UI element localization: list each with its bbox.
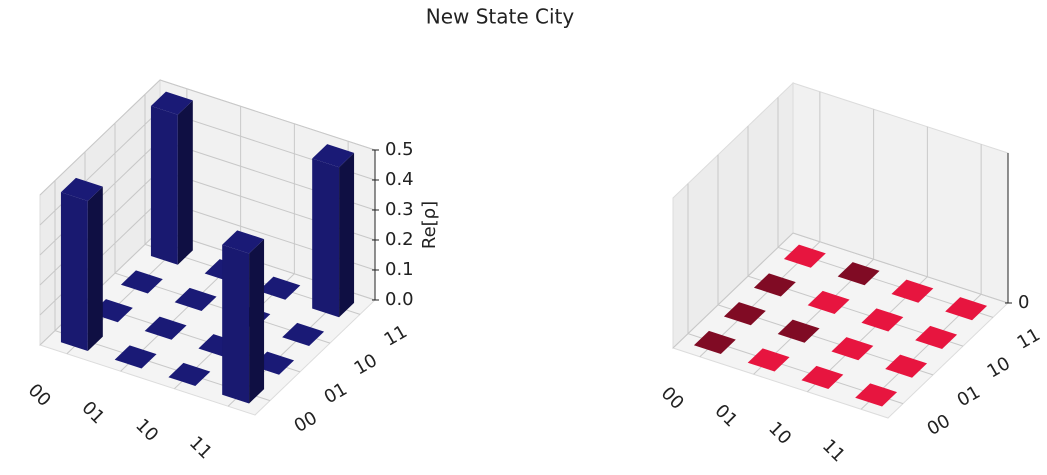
y-tick-label: 11 <box>1014 324 1044 354</box>
bar-top <box>114 345 157 369</box>
x-tick-label: 11 <box>185 432 216 463</box>
y-tick-label: 10 <box>984 353 1014 383</box>
bar-top <box>174 287 217 311</box>
bar-top <box>258 276 301 300</box>
x-tick-label: 10 <box>131 415 162 446</box>
bar-top <box>831 337 874 361</box>
bar <box>807 290 850 314</box>
y-tick-label: 01 <box>954 382 984 412</box>
bar-side <box>87 186 103 351</box>
grid-line <box>39 109 161 226</box>
bar-side <box>249 239 265 404</box>
bar <box>150 91 193 265</box>
x-tick-label: 10 <box>764 418 795 449</box>
grid-line <box>672 232 794 349</box>
bar-top <box>885 354 928 378</box>
y-tick-label: 11 <box>381 321 411 351</box>
figure-title: New State City <box>426 5 575 29</box>
z-tick-label: 0.3 <box>385 199 414 220</box>
bar-front <box>150 105 178 265</box>
z-tick-label: 0.0 <box>385 289 414 310</box>
bar-top <box>807 290 850 314</box>
bar <box>120 270 163 294</box>
bar <box>783 244 826 268</box>
x-tick-label: 01 <box>77 397 108 428</box>
bar-top <box>222 230 265 254</box>
z-tick-label: 0.1 <box>385 259 414 280</box>
bar <box>222 230 265 404</box>
y-tick-label: 10 <box>351 350 381 380</box>
bar-top <box>747 348 790 372</box>
x-tick-label: 11 <box>818 435 849 466</box>
x-tick-label: 01 <box>710 400 741 431</box>
bar-side <box>177 100 193 265</box>
bar-top <box>945 297 988 321</box>
bar <box>60 177 103 351</box>
grid-line <box>159 79 376 151</box>
bar <box>747 348 790 372</box>
bar-top <box>312 144 355 168</box>
x-tick-label: 00 <box>657 383 688 414</box>
y-tick-label: 01 <box>321 379 351 409</box>
z-tick-label: 0.4 <box>385 169 414 190</box>
bar-front <box>222 244 250 404</box>
bar-top <box>723 302 766 326</box>
bar-top <box>282 322 325 346</box>
bar <box>174 287 217 311</box>
y-tick-label: 00 <box>924 410 954 440</box>
bar-top <box>891 279 934 303</box>
bar-top <box>120 270 163 294</box>
bar <box>312 144 355 318</box>
bar <box>861 308 904 332</box>
bar <box>891 279 934 303</box>
bar <box>801 365 844 389</box>
bar <box>168 362 211 386</box>
bar <box>114 345 157 369</box>
x-tick-label: 00 <box>24 380 55 411</box>
bar <box>915 325 958 349</box>
bar <box>753 273 796 297</box>
bar-top <box>783 244 826 268</box>
bar-top <box>150 91 193 115</box>
bar <box>837 262 880 286</box>
bar-top <box>168 362 211 386</box>
bar <box>693 330 736 354</box>
bar-top <box>144 316 187 340</box>
bar <box>258 276 301 300</box>
bar-top <box>60 177 103 201</box>
grid-line <box>792 232 1009 304</box>
bar-side <box>339 152 355 318</box>
bar-top <box>855 383 898 407</box>
bar-top <box>693 330 736 354</box>
bar-top <box>753 273 796 297</box>
z-tick-label: 0.2 <box>385 229 414 250</box>
z-tick-label: 0.5 <box>385 139 414 160</box>
y-tick-label: 00 <box>291 407 321 437</box>
bar-top <box>915 325 958 349</box>
bar <box>831 337 874 361</box>
bar-front <box>312 158 340 318</box>
bar <box>885 354 928 378</box>
bar-top <box>777 319 820 343</box>
bar <box>723 302 766 326</box>
bar <box>855 383 898 407</box>
bar <box>282 322 325 346</box>
bar-top <box>837 262 880 286</box>
bar-top <box>801 365 844 389</box>
z-axis-label: Re[ρ] <box>419 201 440 249</box>
bar-front <box>60 192 88 351</box>
z-tick-label: 0 <box>1018 292 1029 313</box>
bar-top <box>861 308 904 332</box>
bar <box>945 297 988 321</box>
bar <box>144 316 187 340</box>
grid-line <box>39 79 161 196</box>
bar <box>777 319 820 343</box>
